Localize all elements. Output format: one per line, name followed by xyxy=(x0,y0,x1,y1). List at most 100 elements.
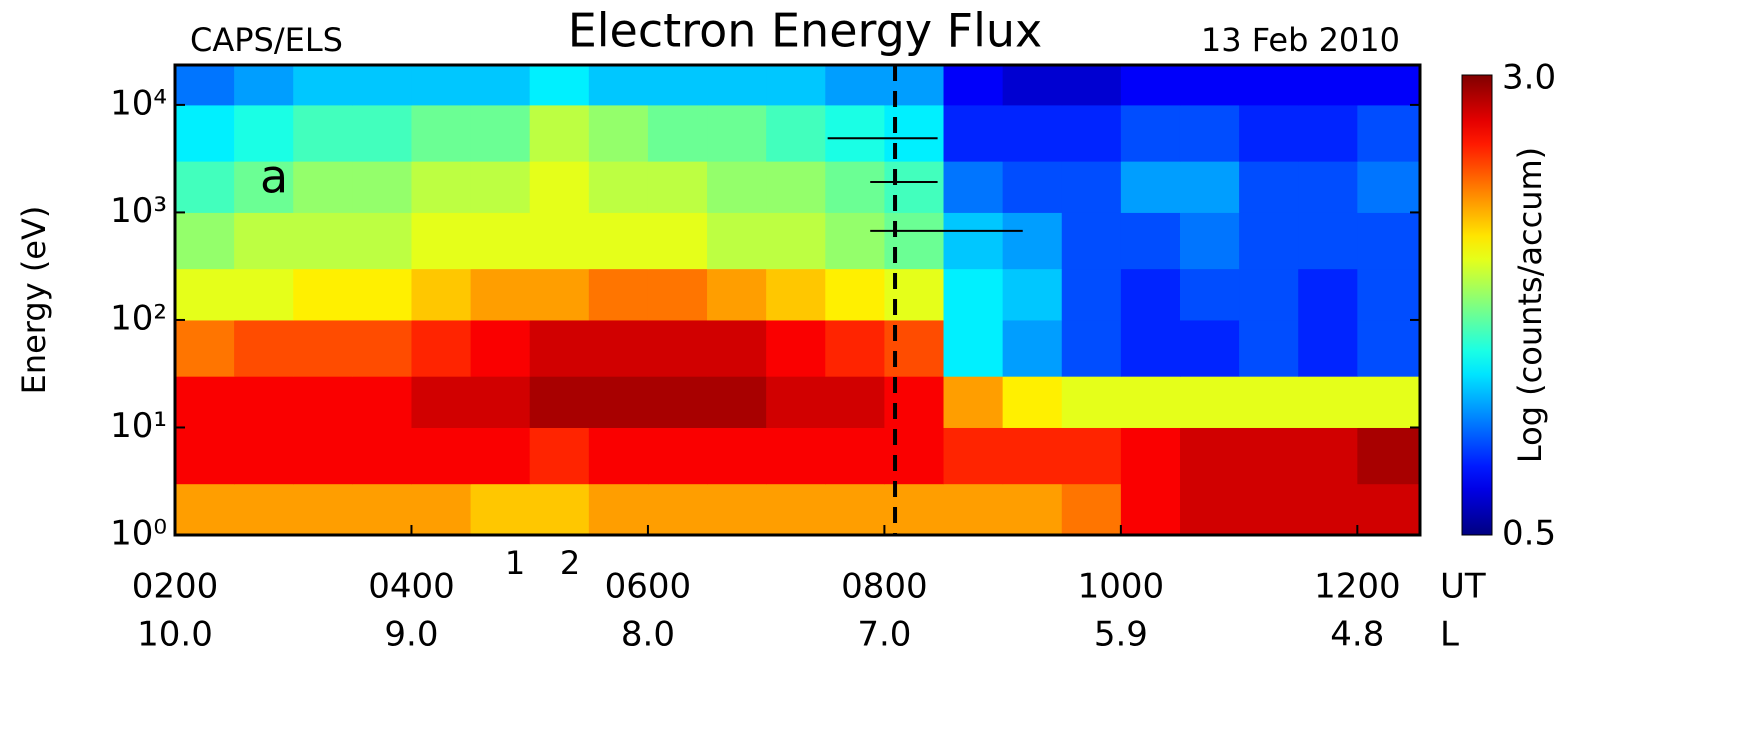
heat-cell xyxy=(234,65,294,106)
heat-cell xyxy=(293,319,353,377)
heat-cell xyxy=(1002,427,1063,485)
heat-cell xyxy=(1002,376,1063,428)
event-label: 1 xyxy=(505,544,525,582)
heat-cell xyxy=(1002,104,1063,162)
heat-cell xyxy=(707,427,767,485)
heat-cell xyxy=(1061,319,1122,377)
heat-cell xyxy=(470,212,531,270)
colorbar-label: Log (counts/accum) xyxy=(1511,147,1549,463)
heat-cell xyxy=(588,319,649,377)
heat-cell xyxy=(1061,427,1122,485)
heat-cell xyxy=(707,376,767,428)
heat-cell xyxy=(588,161,649,213)
heat-cell xyxy=(588,104,649,162)
heat-cell xyxy=(1239,65,1299,106)
x2-axis-label: L xyxy=(1440,615,1459,655)
heat-cell xyxy=(647,427,708,485)
y-axis-label: Energy (eV) xyxy=(15,206,53,395)
heat-cell xyxy=(470,319,531,377)
heat-cell xyxy=(1298,427,1358,485)
heat-cell xyxy=(1298,104,1358,162)
heat-cell xyxy=(647,212,708,270)
heat-cell xyxy=(647,268,708,321)
heat-cell xyxy=(234,483,294,536)
heat-cell xyxy=(352,104,412,162)
heat-cell xyxy=(352,65,412,106)
heat-cell xyxy=(293,161,353,213)
heat-cell xyxy=(175,427,235,485)
heat-cell xyxy=(1120,376,1181,428)
heat-cell xyxy=(293,376,353,428)
y-tick-label: 10⁴ xyxy=(110,83,167,123)
heat-cell xyxy=(529,161,590,213)
y-tick-label: 10² xyxy=(110,298,167,338)
heat-cell xyxy=(588,268,649,321)
heat-cell xyxy=(943,376,1004,428)
x2-tick-label: 7.0 xyxy=(857,615,911,655)
heat-cell xyxy=(1179,427,1240,485)
heat-cell xyxy=(825,376,885,428)
heat-cell xyxy=(1002,65,1063,106)
heat-cell xyxy=(1357,65,1421,106)
heat-cell xyxy=(1061,268,1122,321)
x-axis-label: UT xyxy=(1440,567,1486,607)
heat-cell xyxy=(529,212,590,270)
heat-cell xyxy=(1239,483,1299,536)
heat-cell xyxy=(707,104,767,162)
heat-cell xyxy=(588,483,649,536)
heat-cell xyxy=(1002,319,1063,377)
heat-cell xyxy=(293,212,353,270)
heat-cell xyxy=(175,65,235,106)
heat-cell xyxy=(234,161,294,213)
heat-cell xyxy=(1120,161,1181,213)
heat-cell xyxy=(1357,268,1421,321)
event-label: 2 xyxy=(560,544,580,582)
heat-cell xyxy=(293,427,353,485)
heat-cell xyxy=(1239,319,1299,377)
heat-cell xyxy=(411,483,472,536)
heat-cell xyxy=(1002,483,1063,536)
heat-cell xyxy=(766,427,826,485)
overlay: a xyxy=(173,63,1422,537)
heat-cell xyxy=(1120,65,1181,106)
chart-title: Electron Energy Flux xyxy=(568,4,1043,58)
heat-cell xyxy=(1179,65,1240,106)
heat-cell xyxy=(766,212,826,270)
heat-cell xyxy=(1298,483,1358,536)
heat-cell xyxy=(1179,319,1240,377)
heat-cell xyxy=(766,319,826,377)
heat-cell xyxy=(1002,268,1063,321)
heat-cell xyxy=(175,104,235,162)
heat-cell xyxy=(766,65,826,106)
heat-cell xyxy=(1120,483,1181,536)
heat-cell xyxy=(766,268,826,321)
heat-cell xyxy=(1120,104,1181,162)
x2-tick-label: 10.0 xyxy=(137,615,213,655)
heat-cell xyxy=(411,427,472,485)
heat-cell xyxy=(647,104,708,162)
heat-cell xyxy=(766,376,826,428)
heat-cell xyxy=(175,161,235,213)
heat-cell xyxy=(234,427,294,485)
heat-cell xyxy=(470,483,531,536)
heat-cell xyxy=(411,376,472,428)
heat-cell xyxy=(1061,104,1122,162)
x-tick-label: 0400 xyxy=(368,567,455,607)
heat-cell xyxy=(647,376,708,428)
heat-cell xyxy=(352,212,412,270)
x2-tick-label: 4.8 xyxy=(1330,615,1384,655)
heat-cell xyxy=(825,268,885,321)
heat-cell xyxy=(1179,104,1240,162)
heat-cell xyxy=(1298,376,1358,428)
y-tick-label: 10³ xyxy=(110,191,167,231)
heat-cell xyxy=(647,483,708,536)
heat-cell xyxy=(943,161,1004,213)
heat-cell xyxy=(1120,319,1181,377)
heat-cell xyxy=(1061,376,1122,428)
heat-cell xyxy=(588,65,649,106)
heat-cell xyxy=(1239,161,1299,213)
heat-cell xyxy=(175,319,235,377)
heat-cell xyxy=(470,376,531,428)
heat-cell xyxy=(411,319,472,377)
